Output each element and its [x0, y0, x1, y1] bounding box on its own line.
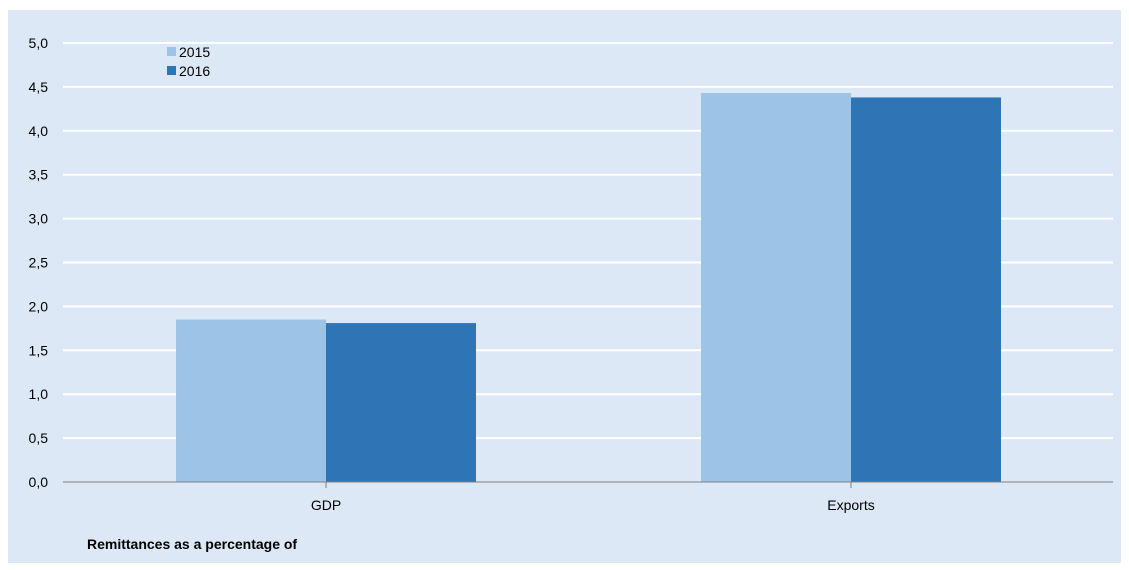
legend-swatch-2016 [167, 66, 176, 75]
x-tick-label: Exports [827, 497, 874, 513]
bar-2015-exports [701, 93, 851, 483]
y-tick-label: 2,0 [29, 298, 49, 314]
bar-2016-exports [851, 97, 1001, 482]
x-tick-label: GDP [311, 497, 341, 513]
x-axis-ticks: GDP Exports [311, 482, 875, 513]
y-tick-label: 3,0 [29, 211, 49, 227]
y-tick-label: 4,5 [29, 79, 49, 95]
y-tick-label: 1,0 [29, 386, 49, 402]
bars [176, 93, 1001, 483]
legend-label-2015: 2015 [179, 44, 210, 60]
y-tick-label: 0,5 [29, 430, 49, 446]
legend-swatch-2015 [167, 47, 176, 56]
legend-label-2016: 2016 [179, 63, 210, 79]
y-tick-label: 3,5 [29, 167, 49, 183]
bar-2016-gdp [326, 323, 476, 482]
bar-2015-gdp [176, 319, 326, 482]
y-tick-label: 4,0 [29, 123, 49, 139]
y-tick-label: 2,5 [29, 255, 49, 271]
x-axis-title: Remittances as a percentage of [87, 536, 297, 552]
y-axis-ticks: 0,0 0,5 1,0 1,5 2,0 2,5 3,0 3,5 4,0 4,5 5,0 [29, 35, 49, 490]
y-tick-label: 0,0 [29, 474, 49, 490]
legend: 2015 2016 [167, 44, 210, 79]
y-tick-label: 5,0 [29, 35, 49, 51]
y-tick-label: 1,5 [29, 342, 49, 358]
